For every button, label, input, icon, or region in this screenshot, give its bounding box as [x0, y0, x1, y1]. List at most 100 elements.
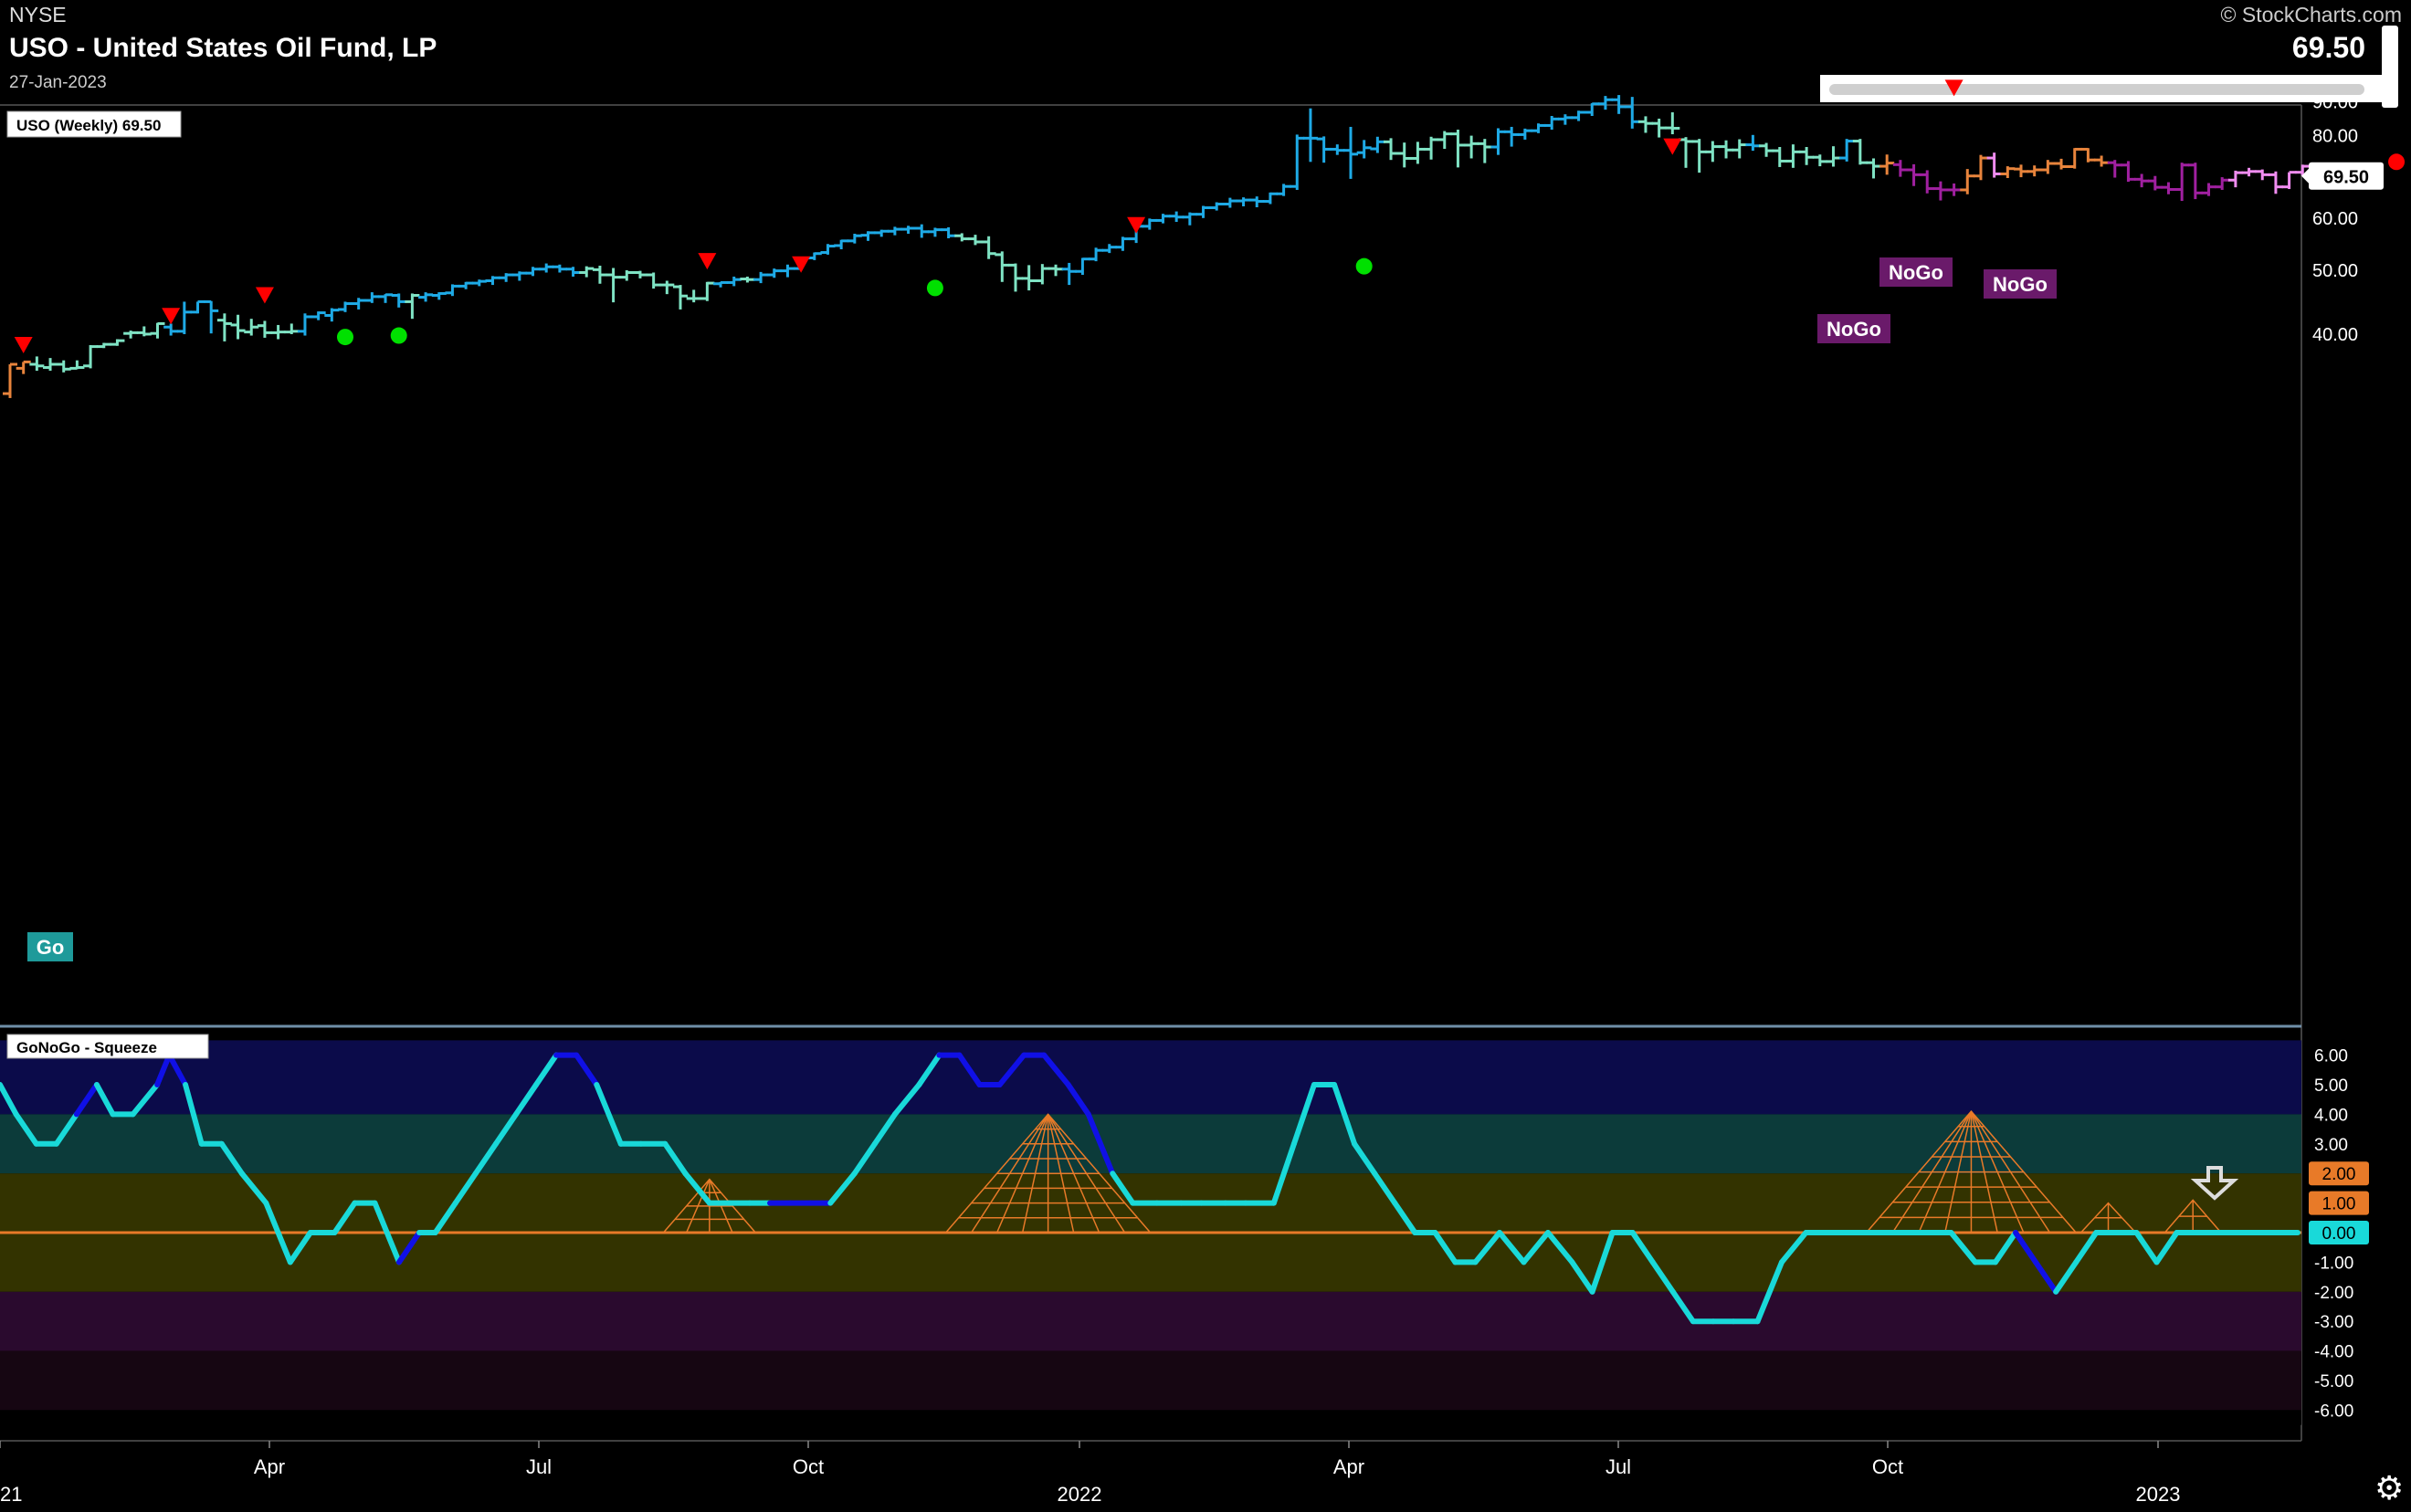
price-legend: USO (Weekly) 69.50 [16, 117, 161, 134]
price-bar [378, 293, 394, 303]
osc-legend-box [6, 1034, 209, 1059]
price-bar [900, 226, 916, 235]
price-bar [1946, 183, 1962, 196]
price-bar [579, 266, 595, 278]
price-bar [646, 272, 661, 289]
price-bar [927, 227, 942, 237]
price-bar [700, 281, 715, 301]
osc-segment [1270, 1140, 1297, 1206]
price-bar [2241, 167, 2257, 177]
price-bar [458, 281, 474, 289]
osc-segment [916, 1052, 942, 1087]
price-bar [56, 360, 71, 373]
signal-label: Go [37, 936, 65, 959]
osc-segment [13, 1111, 39, 1147]
price-bar [2040, 160, 2056, 174]
osc-value-label-box [2309, 1191, 2369, 1215]
price-bar [995, 251, 1010, 282]
osc-segment [183, 1082, 205, 1147]
osc-value-label: 2.00 [2322, 1165, 2356, 1184]
osc-segment [1497, 1230, 1527, 1265]
price-bar [257, 320, 272, 338]
price-bar [941, 226, 956, 239]
osc-segment [93, 1082, 116, 1118]
price-bar [2147, 175, 2163, 191]
price-bar [592, 266, 607, 284]
price-bar [284, 323, 300, 334]
osc-segment [1754, 1259, 1785, 1325]
horizontal-scrollbar[interactable] [1820, 75, 2397, 102]
osc-band [0, 1114, 2301, 1174]
price-bar [311, 311, 326, 320]
price-bar [726, 276, 742, 287]
price-bar [1396, 142, 1412, 168]
vertical-scrollbar[interactable] [2382, 26, 2398, 108]
price-bar [753, 271, 769, 284]
price-bars [3, 95, 2337, 398]
osc-segment [1065, 1082, 1091, 1118]
osc-y-tick: 6.00 [2314, 1047, 2348, 1066]
osc-segment [851, 1140, 878, 1177]
price-bar [1665, 112, 1680, 135]
price-bar [1892, 160, 1908, 177]
price-bar [176, 301, 192, 334]
squeeze-grid [2164, 1199, 2222, 1234]
price-bar [1249, 196, 1265, 208]
signal-label-box [1817, 314, 1890, 343]
price-bar [834, 239, 849, 250]
red-triangle-marker [14, 336, 33, 353]
osc-segment [682, 1171, 712, 1206]
squeeze-grid [662, 1178, 756, 1234]
red-triangle-marker [162, 308, 181, 325]
osc-segment [1085, 1111, 1116, 1177]
osc-segment [332, 1200, 358, 1235]
gear-icon[interactable]: ⚙ [2374, 1469, 2405, 1507]
price-bar [981, 236, 996, 259]
price-bar [1035, 264, 1050, 285]
price-bar [216, 313, 232, 341]
x-tick-label: Apr [1333, 1455, 1364, 1478]
price-bar [150, 321, 165, 339]
price-bar [123, 331, 139, 339]
price-bar [552, 264, 567, 273]
price-bar [69, 360, 85, 370]
price-bar [1236, 197, 1251, 207]
price-bar [1504, 126, 1520, 147]
price-bar [324, 308, 340, 322]
price-bar [16, 360, 31, 374]
price-bar [1785, 144, 1801, 168]
osc-segment [594, 1082, 624, 1147]
price-bar [1932, 181, 1948, 201]
osc-segment [1472, 1230, 1503, 1265]
price-bar [110, 339, 125, 346]
signal-label-box [1879, 257, 1953, 287]
signal-label: NoGo [1889, 261, 1943, 284]
price-bar [485, 276, 500, 286]
price-bar [190, 299, 205, 314]
osc-segment [53, 1111, 79, 1147]
price-bar [914, 224, 930, 238]
price-bar [847, 234, 862, 244]
osc-segment [1110, 1171, 1136, 1206]
price-bar [2067, 147, 2082, 169]
price-bar [297, 313, 312, 336]
osc-y-tick: -4.00 [2314, 1343, 2353, 1362]
red-triangle-marker [1944, 79, 1964, 97]
price-bar [1531, 123, 1546, 133]
osc-band [0, 1291, 2301, 1351]
osc-segment [2153, 1230, 2180, 1265]
red-triangle-marker [255, 287, 274, 304]
green-dot-marker [926, 279, 943, 297]
price-bar [1115, 236, 1131, 251]
price-bar [163, 323, 179, 336]
scrollbar-thumb[interactable] [1829, 84, 2364, 95]
osc-segment [512, 1082, 540, 1118]
signal-label-box [1984, 269, 2057, 299]
osc-band [0, 1410, 2301, 1425]
osc-segment [1948, 1230, 1978, 1265]
price-bar [2215, 177, 2230, 190]
price-bar [632, 270, 647, 278]
price-bar [244, 319, 259, 336]
osc-band [0, 1350, 2301, 1411]
price-bar [405, 293, 420, 320]
